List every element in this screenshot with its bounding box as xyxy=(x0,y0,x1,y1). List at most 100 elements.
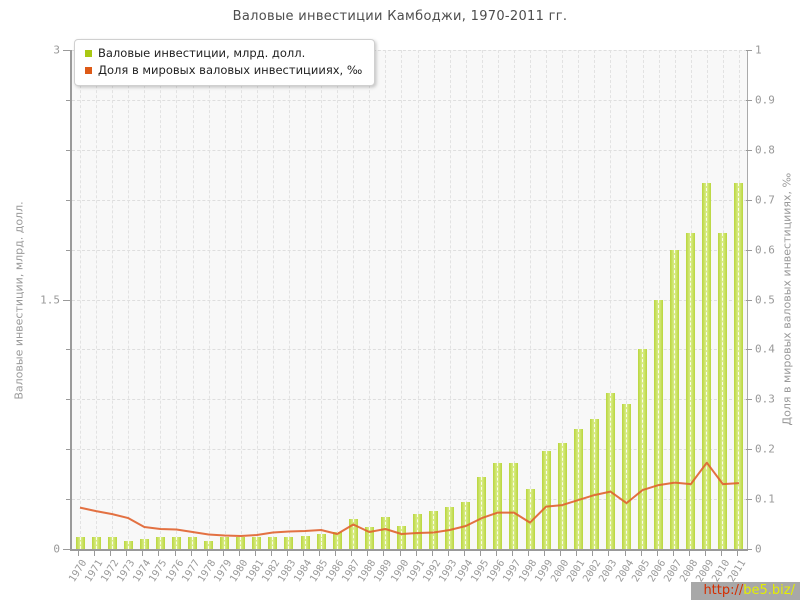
x-axis-year-label: 1986 xyxy=(324,558,347,585)
bar-gridline-overlay xyxy=(240,537,242,549)
x-axis-tick xyxy=(399,551,401,556)
x-axis-year-label: 1972 xyxy=(99,558,122,585)
vertical-gridline xyxy=(465,50,467,549)
x-axis-tick xyxy=(254,551,256,556)
horizontal-gridline xyxy=(72,99,747,101)
x-axis-tick xyxy=(190,551,192,556)
x-axis-tick xyxy=(303,551,304,556)
bar-gridline-overlay xyxy=(79,537,81,549)
bar-2001 xyxy=(573,429,583,549)
bar-1999 xyxy=(541,450,551,549)
line-series-marker-icon xyxy=(85,67,92,74)
bar-series-marker-icon xyxy=(85,50,92,57)
vertical-gridline xyxy=(337,50,339,549)
x-axis-tick xyxy=(335,551,337,556)
bar-1978 xyxy=(204,540,214,549)
x-axis-year-label: 1994 xyxy=(453,558,476,585)
bar-gridline-overlay xyxy=(175,537,177,549)
vertical-gridline xyxy=(80,50,82,549)
right-axis-tick-label: 1 xyxy=(755,43,762,57)
horizontal-gridline xyxy=(72,249,747,251)
x-axis-year-label: 1988 xyxy=(356,558,379,585)
vertical-gridline xyxy=(513,50,515,549)
x-axis-year-label: 1982 xyxy=(260,558,283,585)
x-axis-tick xyxy=(383,551,385,556)
x-axis-tick xyxy=(415,551,417,556)
x-axis-tick xyxy=(560,551,562,556)
horizontal-gridline xyxy=(72,499,747,501)
vertical-gridline xyxy=(369,50,371,549)
legend-item-world-share[interactable]: Доля в мировых валовых инвестицииях, ‰ xyxy=(85,62,362,79)
vertical-gridline xyxy=(562,50,564,549)
vertical-gridline xyxy=(578,50,580,549)
x-axis-year-label: 2001 xyxy=(565,558,588,585)
bar-1984 xyxy=(300,535,310,549)
bar-gridline-overlay xyxy=(481,477,483,549)
bar-1972 xyxy=(107,537,117,549)
right-axis-tick-label: 0.8 xyxy=(755,143,775,157)
vertical-gridline xyxy=(208,50,210,549)
bar-gridline-overlay xyxy=(561,442,563,549)
x-axis-tick xyxy=(512,551,513,556)
bar-gridline-overlay xyxy=(658,299,660,549)
vertical-gridline xyxy=(192,50,194,549)
horizontal-gridline xyxy=(72,199,747,201)
bar-1995 xyxy=(477,477,487,549)
bar-gridline-overlay xyxy=(690,232,692,549)
vertical-gridline xyxy=(642,50,644,549)
x-axis-year-label: 2005 xyxy=(629,558,652,585)
bar-1989 xyxy=(380,517,390,549)
x-axis-tick xyxy=(94,551,96,556)
x-axis-year-label: 2007 xyxy=(661,558,685,585)
vertical-gridline xyxy=(385,50,387,549)
right-axis-tick-label: 0.5 xyxy=(755,293,775,306)
bar-2003 xyxy=(605,392,615,549)
x-axis-year-label: 2000 xyxy=(549,558,572,585)
bar-1973 xyxy=(123,540,133,549)
horizontal-gridline xyxy=(72,299,747,301)
x-axis-tick xyxy=(222,551,224,556)
bar-gridline-overlay xyxy=(159,537,161,549)
legend-label-world-share: Доля в мировых валовых инвестицииях, ‰ xyxy=(98,63,363,77)
bar-1971 xyxy=(91,537,101,549)
x-axis-year-label: 1995 xyxy=(469,558,492,585)
bar-2009 xyxy=(702,183,712,549)
x-axis-year-label: 1976 xyxy=(163,558,186,585)
bar-gridline-overlay xyxy=(722,232,724,549)
bar-gridline-overlay xyxy=(497,462,499,549)
x-axis-year-label: 1975 xyxy=(147,558,170,585)
bar-gridline-overlay xyxy=(256,537,258,549)
watermark-link[interactable]: http://be5.biz/ xyxy=(691,582,800,600)
left-axis-major-tick xyxy=(63,50,70,51)
bar-gridline-overlay xyxy=(529,489,531,549)
vertical-gridline xyxy=(401,50,403,549)
vertical-gridline xyxy=(128,50,130,549)
legend-item-investments[interactable]: Валовые инвестиции, млрд. долл. xyxy=(85,45,362,62)
x-axis-year-label: 1973 xyxy=(115,558,138,585)
x-axis-year-label: 1984 xyxy=(292,558,315,585)
bar-gridline-overlay xyxy=(642,349,644,549)
bar-gridline-overlay xyxy=(368,527,370,549)
x-axis-tick xyxy=(704,551,706,556)
bar-2004 xyxy=(621,404,631,549)
x-axis-tick xyxy=(592,551,594,556)
x-axis-year-label: 1997 xyxy=(501,558,524,585)
x-axis-tick xyxy=(608,551,610,556)
x-axis-tick xyxy=(672,551,674,556)
bar-gridline-overlay xyxy=(400,525,402,549)
bar-1976 xyxy=(171,537,181,549)
bar-1998 xyxy=(525,489,535,549)
bar-1988 xyxy=(364,527,374,549)
x-axis-tick xyxy=(270,551,272,556)
bar-1982 xyxy=(268,537,278,549)
x-axis-tick xyxy=(287,551,288,556)
x-axis-year-label: 1981 xyxy=(244,558,267,585)
bar-gridline-overlay xyxy=(674,249,676,549)
right-axis-tick-label: 0.1 xyxy=(755,492,775,506)
bar-gridline-overlay xyxy=(224,537,226,549)
x-axis-tick xyxy=(78,551,79,556)
bar-gridline-overlay xyxy=(545,450,547,549)
bar-2010 xyxy=(718,232,728,549)
vertical-gridline xyxy=(433,50,435,549)
x-axis-tick xyxy=(544,551,546,556)
